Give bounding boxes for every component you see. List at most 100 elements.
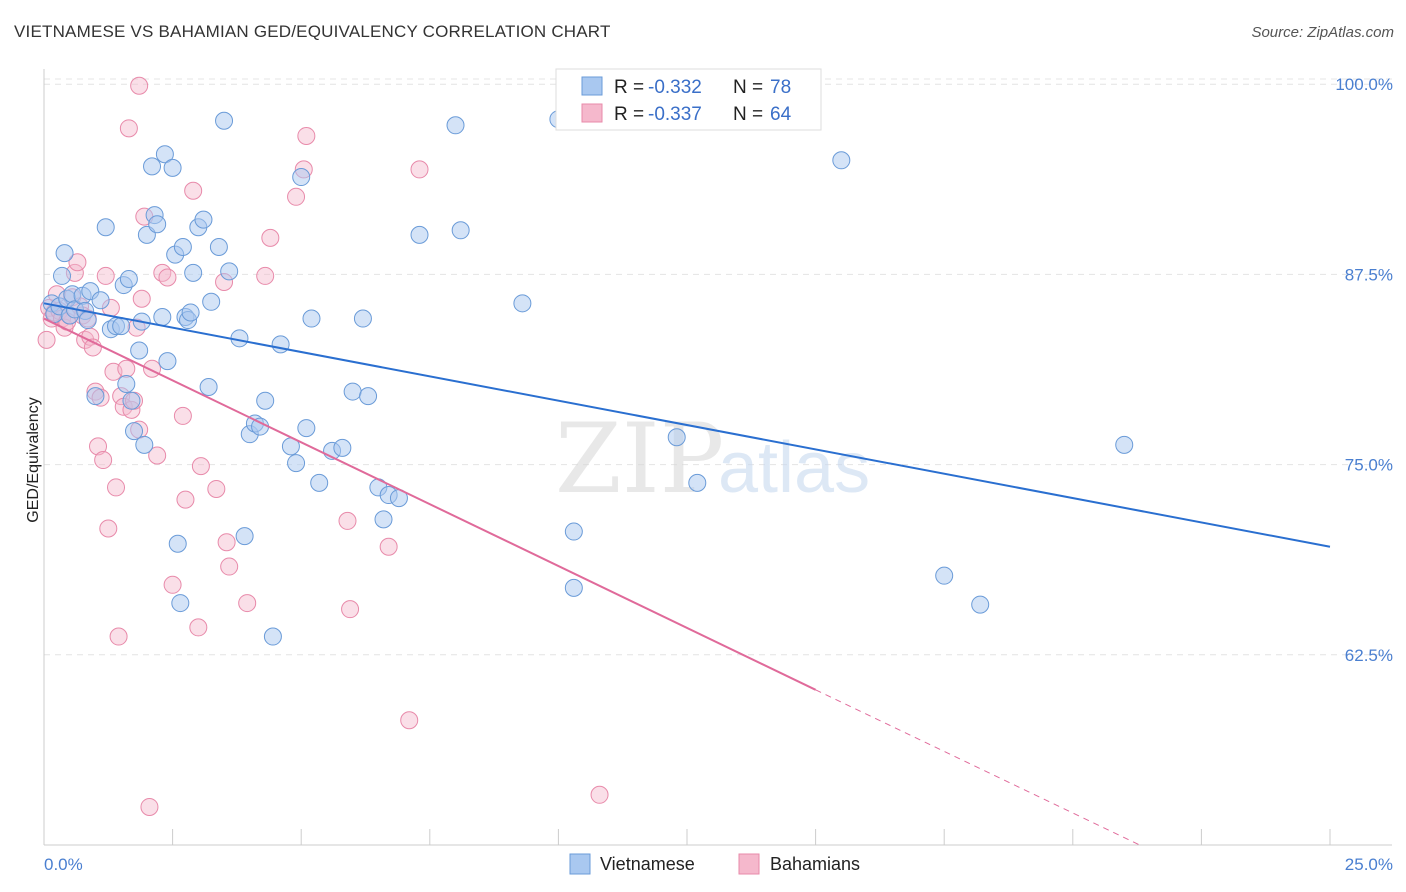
bahamians-points xyxy=(37,76,609,816)
legend-r-vietnamese: -0.332 xyxy=(648,77,702,98)
bahamians-point xyxy=(94,451,113,470)
bahamians-point xyxy=(379,537,398,556)
vietnamese-point xyxy=(181,303,200,322)
bahamians-point xyxy=(158,268,177,287)
vietnamese-point xyxy=(343,382,362,401)
bahamians-point xyxy=(37,330,56,349)
y-axis-label: GED/Equivalency xyxy=(25,397,42,522)
vietnamese-point xyxy=(122,391,141,410)
vietnamese-point xyxy=(935,566,954,585)
source-label: Source: ZipAtlas.com xyxy=(1251,24,1394,41)
bahamians-point xyxy=(107,478,126,497)
bahamians-point xyxy=(261,228,280,247)
x-tick-label: 25.0% xyxy=(1345,855,1393,874)
vietnamese-point xyxy=(374,510,393,529)
legend-n-label-bahamians: N = xyxy=(733,104,763,125)
bahamians-point xyxy=(191,457,210,476)
vietnamese-point xyxy=(194,210,213,229)
bahamians-point xyxy=(119,119,138,138)
legend-n-vietnamese: 78 xyxy=(770,77,791,98)
y-tick-label: 87.5% xyxy=(1345,265,1393,284)
watermark: ZIP atlas xyxy=(555,403,870,515)
vietnamese-point xyxy=(271,335,290,354)
vietnamese-point xyxy=(55,244,74,263)
vietnamese-point xyxy=(173,238,192,257)
vietnamese-point xyxy=(112,317,131,336)
bahamians-point xyxy=(184,181,203,200)
bahamians-point xyxy=(68,253,87,272)
watermark-atlas: atlas xyxy=(718,428,870,508)
vietnamese-point xyxy=(292,168,311,187)
bahamians-point xyxy=(238,594,257,613)
vietnamese-point xyxy=(287,454,306,473)
vietnamese-point xyxy=(117,374,136,393)
vietnamese-point xyxy=(310,473,329,492)
legend: R = -0.332 N = 78 R = -0.337 N = 64 xyxy=(555,68,822,131)
bahamians-point xyxy=(590,785,609,804)
vietnamese-point xyxy=(359,387,378,406)
bahamians-point xyxy=(220,557,239,576)
vietnamese-point xyxy=(202,292,221,311)
watermark-zip: ZIP xyxy=(555,403,724,515)
vietnamese-point xyxy=(53,266,72,285)
vietnamese-point xyxy=(148,215,167,234)
y-tick-label: 100.0% xyxy=(1335,75,1393,94)
y-tick-label: 62.5% xyxy=(1345,646,1393,665)
bahamians-point xyxy=(140,797,159,816)
bahamians-point xyxy=(189,618,208,637)
vietnamese-point xyxy=(125,422,144,441)
vietnamese-point xyxy=(168,534,187,553)
vietnamese-point xyxy=(353,309,372,328)
vietnamese-point xyxy=(688,473,707,492)
vietnamese-point xyxy=(119,269,138,288)
vietnamese-point xyxy=(153,308,172,327)
vietnamese-point xyxy=(155,145,174,164)
vietnamese-point xyxy=(220,262,239,281)
vietnamese-points xyxy=(42,110,1134,646)
vietnamese-point xyxy=(86,387,105,406)
bahamians-point xyxy=(341,600,360,619)
vietnamese-point xyxy=(832,151,851,170)
trend-lines xyxy=(43,302,1331,846)
bahamians-point xyxy=(287,187,306,206)
vietnamese-point xyxy=(410,225,429,244)
bahamians-trend-line xyxy=(43,317,817,691)
vietnamese-point xyxy=(263,627,282,646)
vietnamese-point xyxy=(135,435,154,454)
legend-n-bahamians: 64 xyxy=(770,104,792,125)
bahamians-point xyxy=(256,266,275,285)
bahamians-point xyxy=(173,406,192,425)
bahamians-point xyxy=(96,266,115,285)
bahamians-point xyxy=(117,359,136,378)
bahamians-point xyxy=(207,479,226,498)
vietnamese-point xyxy=(163,158,182,177)
bahamians-point xyxy=(132,289,151,308)
bahamians-point xyxy=(410,160,429,179)
x-tick-label: 0.0% xyxy=(44,855,83,874)
vietnamese-point xyxy=(451,221,470,240)
vietnamese-point xyxy=(199,378,218,397)
bahamians-point xyxy=(297,126,316,145)
vietnamese-point xyxy=(184,263,203,282)
legend-r-bahamians: -0.337 xyxy=(648,104,702,125)
vietnamese-point xyxy=(235,527,254,546)
bahamians-point xyxy=(217,533,236,552)
vietnamese-point xyxy=(91,291,110,310)
bahamians-point xyxy=(338,511,357,530)
bottom-legend: Vietnamese Bahamians xyxy=(569,853,860,875)
bahamians-trend-extension xyxy=(815,689,1140,846)
grid-lines xyxy=(44,78,1392,656)
vietnamese-point xyxy=(446,116,465,135)
vietnamese-point xyxy=(209,238,228,257)
vietnamese-point xyxy=(1115,435,1134,454)
bahamians-point xyxy=(89,437,108,456)
vietnamese-point xyxy=(96,218,115,237)
legend-r-label-bahamians: R = xyxy=(614,104,644,125)
vietnamese-point xyxy=(971,595,990,614)
x-tick-labels: 0.0% 25.0% xyxy=(44,855,1393,874)
vietnamese-point xyxy=(297,419,316,438)
vietnamese-point xyxy=(256,391,275,410)
legend-n-label-vietnamese: N = xyxy=(733,77,763,98)
legend-r-label-vietnamese: R = xyxy=(614,77,644,98)
